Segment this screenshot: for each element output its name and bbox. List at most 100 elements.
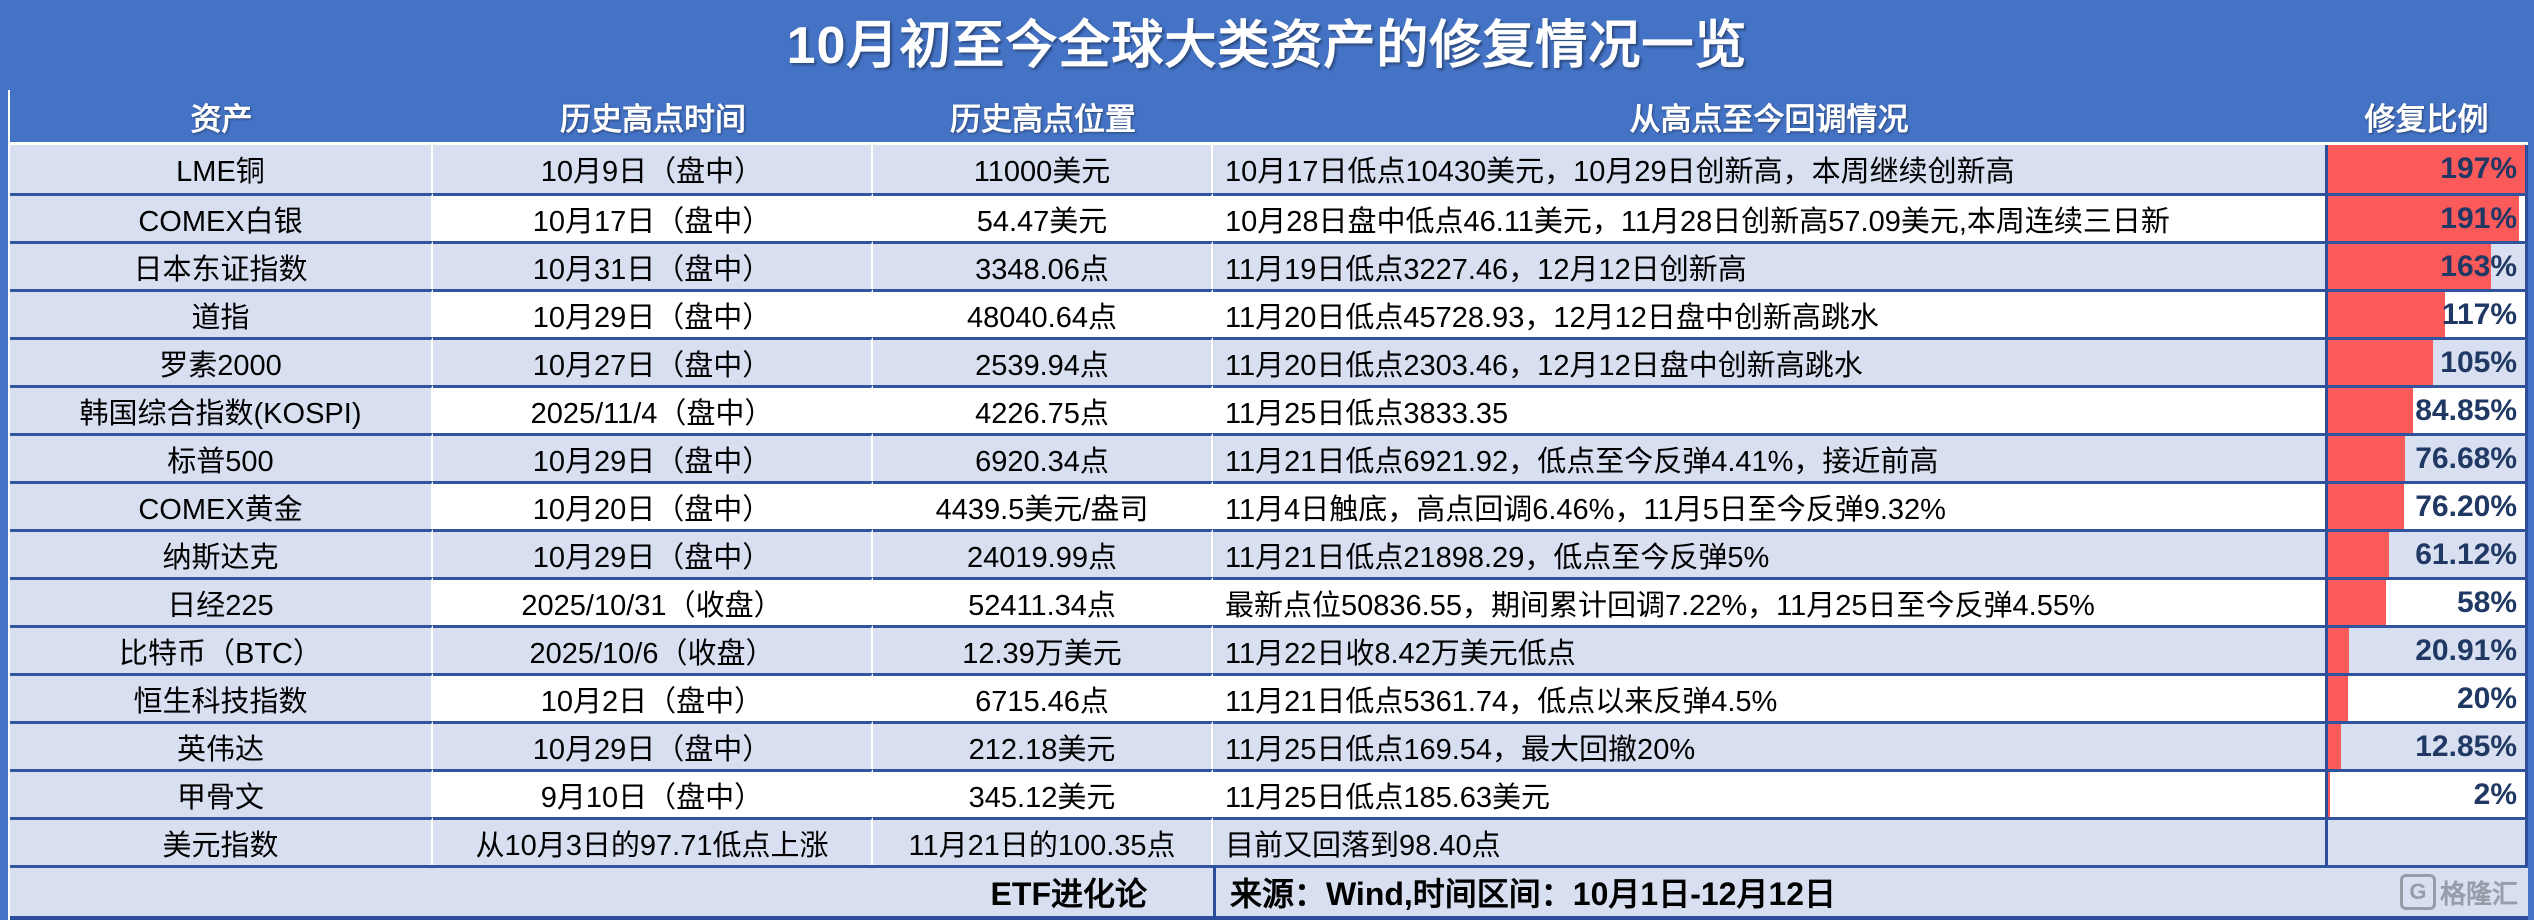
asset-name-cell: 道指 bbox=[10, 289, 433, 337]
recovery-cell: 84.85% bbox=[2325, 385, 2528, 433]
pullback-cell: 11月21日低点6921.92，低点至今反弹4.41%，接近前高 bbox=[1213, 433, 2325, 481]
recovery-cell: 105% bbox=[2325, 337, 2528, 385]
recovery-data-bar bbox=[2328, 292, 2445, 337]
high-time-cell: 2025/11/4（盘中） bbox=[433, 385, 873, 433]
recovery-cell: 20.91% bbox=[2325, 625, 2528, 673]
recovery-data-bar bbox=[2328, 244, 2491, 289]
high-time-cell: 10月31日（盘中） bbox=[433, 241, 873, 289]
high-level-cell: 345.12美元 bbox=[873, 769, 1213, 817]
asset-name-cell: LME铜 bbox=[10, 145, 433, 193]
recovery-data-bar bbox=[2328, 532, 2390, 577]
table-row: COMEX黄金 10月20日（盘中） 4439.5美元/盎司 11月4日触底，高点回调… bbox=[10, 481, 2528, 529]
recovery-data-bar bbox=[2328, 436, 2405, 481]
table-row: 日经225 2025/10/31（收盘） 52411.34点 最新点位50836.55… bbox=[10, 577, 2528, 625]
recovery-percent-label: 20% bbox=[2456, 681, 2517, 715]
recovery-percent-label: 197% bbox=[2440, 152, 2517, 185]
high-time-cell: 10月29日（盘中） bbox=[433, 529, 873, 577]
pullback-cell: 目前又回落到98.40点 bbox=[1213, 817, 2325, 865]
recovery-data-bar bbox=[2328, 145, 2525, 193]
recovery-cell: 163% bbox=[2325, 241, 2528, 289]
pullback-cell: 11月4日触底，高点回调6.46%，11月5日至今反弹9.32% bbox=[1213, 481, 2325, 529]
high-time-cell: 从10月3日的97.71低点上涨 bbox=[433, 817, 873, 865]
watermark-logo-icon: G bbox=[2399, 874, 2436, 910]
recovery-cell: 2% bbox=[2325, 769, 2528, 817]
recovery-data-bar bbox=[2328, 724, 2341, 769]
table-row: 罗素2000 10月27日（盘中） 2539.94点 11月20日低点2303.46，… bbox=[10, 337, 2528, 385]
high-time-cell: 10月2日（盘中） bbox=[433, 673, 873, 721]
high-time-cell: 10月29日（盘中） bbox=[433, 289, 873, 337]
column-header-asset: 资产 bbox=[10, 90, 433, 145]
recovery-percent-label: 2% bbox=[2473, 777, 2517, 811]
asset-name-cell: 日经225 bbox=[10, 577, 433, 625]
recovery-cell: 76.20% bbox=[2325, 481, 2528, 529]
watermark: G 格隆汇 bbox=[2325, 868, 2528, 916]
table-row: 道指 10月29日（盘中） 48040.64点 11月20日低点45728.93，12… bbox=[10, 289, 2528, 337]
high-time-cell: 10月9日（盘中） bbox=[433, 145, 873, 193]
recovery-data-bar bbox=[2328, 772, 2330, 817]
high-level-cell: 3348.06点 bbox=[873, 241, 1213, 289]
high-time-cell: 2025/10/31（收盘） bbox=[433, 577, 873, 625]
asset-name-cell: 日本东证指数 bbox=[10, 241, 433, 289]
table-row: LME铜 10月9日（盘中） 11000美元 10月17日低点10430美元，10月2… bbox=[10, 145, 2528, 193]
pullback-cell: 11月20日低点45728.93，12月12日盘中创新高跳水 bbox=[1213, 289, 2325, 337]
table-row: 比特币（BTC） 2025/10/6（收盘） 12.39万美元 11月22日收8.42… bbox=[10, 625, 2528, 673]
recovery-percent-label: 163% bbox=[2440, 249, 2517, 283]
asset-name-cell: 比特币（BTC） bbox=[10, 625, 433, 673]
recovery-cell: 191% bbox=[2325, 193, 2528, 241]
high-level-cell: 12.39万美元 bbox=[873, 625, 1213, 673]
recovery-data-bar bbox=[2328, 388, 2413, 433]
table-row: 韩国综合指数(KOSPI) 2025/11/4（盘中） 4226.75点 11月25日… bbox=[10, 385, 2528, 433]
high-level-cell: 52411.34点 bbox=[873, 577, 1213, 625]
high-level-cell: 24019.99点 bbox=[873, 529, 1213, 577]
high-level-cell: 6920.34点 bbox=[873, 433, 1213, 481]
high-level-cell: 54.47美元 bbox=[873, 193, 1213, 241]
asset-name-cell: 美元指数 bbox=[10, 817, 433, 865]
recovery-percent-label: 76.68% bbox=[2415, 441, 2517, 475]
pullback-cell: 11月25日低点169.54，最大回撤20% bbox=[1213, 721, 2325, 769]
pullback-cell: 11月20日低点2303.46，12月12日盘中创新高跳水 bbox=[1213, 337, 2325, 385]
column-header-pullback: 从高点至今回调情况 bbox=[1213, 90, 2325, 145]
asset-name-cell: COMEX白银 bbox=[10, 193, 433, 241]
table-header-row: 资产 历史高点时间 历史高点位置 从高点至今回调情况 修复比例 bbox=[10, 90, 2528, 145]
recovery-data-bar bbox=[2328, 196, 2519, 241]
high-level-cell: 48040.64点 bbox=[873, 289, 1213, 337]
recovery-data-bar bbox=[2328, 340, 2433, 385]
recovery-percent-label: 12.85% bbox=[2415, 729, 2517, 763]
recovery-cell: 58% bbox=[2325, 577, 2528, 625]
recovery-percent-label: 84.85% bbox=[2415, 393, 2517, 427]
table-row: 甲骨文 9月10日（盘中） 345.12美元 11月25日低点185.63美元 2% bbox=[10, 769, 2528, 817]
column-header-recovery: 修复比例 bbox=[2325, 90, 2528, 145]
high-level-cell: 11000美元 bbox=[873, 145, 1213, 193]
pullback-cell: 11月19日低点3227.46，12月12日创新高 bbox=[1213, 241, 2325, 289]
pullback-cell: 11月21日低点21898.29，低点至今反弹5% bbox=[1213, 529, 2325, 577]
pullback-cell: 10月28日盘中低点46.11美元，11月28日创新高57.09美元,本周连续三… bbox=[1213, 193, 2325, 241]
table-row: 恒生科技指数 10月2日（盘中） 6715.46点 11月21日低点5361.74，低… bbox=[10, 673, 2528, 721]
recovery-cell bbox=[2325, 817, 2528, 865]
table-footer: ETF进化论 来源：Wind,时间区间：10月1日-12月12日 G 格隆汇 bbox=[10, 865, 2528, 920]
column-header-high-level: 历史高点位置 bbox=[873, 90, 1213, 145]
recovery-percent-label: 76.20% bbox=[2415, 489, 2517, 523]
asset-name-cell: 纳斯达克 bbox=[10, 529, 433, 577]
recovery-cell: 197% bbox=[2325, 145, 2528, 193]
recovery-cell: 20% bbox=[2325, 673, 2528, 721]
high-time-cell: 9月10日（盘中） bbox=[433, 769, 873, 817]
recovery-cell: 117% bbox=[2325, 289, 2528, 337]
table-row: 美元指数 从10月3日的97.71低点上涨 11月21日的100.35点 目前又回落到… bbox=[10, 817, 2528, 865]
watermark-text: 格隆汇 bbox=[2439, 878, 2518, 909]
recovery-data-bar bbox=[2328, 628, 2349, 673]
asset-name-cell: 恒生科技指数 bbox=[10, 673, 433, 721]
pullback-cell: 最新点位50836.55，期间累计回调7.22%，11月25日至今反弹4.55% bbox=[1213, 577, 2325, 625]
pullback-cell: 11月22日收8.42万美元低点 bbox=[1213, 625, 2325, 673]
recovery-data-bar bbox=[2328, 580, 2386, 625]
pullback-cell: 10月17日低点10430美元，10月29日创新高，本周继续创新高 bbox=[1213, 145, 2325, 193]
table-row: COMEX白银 10月17日（盘中） 54.47美元 10月28日盘中低点46.11美… bbox=[10, 193, 2528, 241]
recovery-percent-label: 58% bbox=[2456, 585, 2517, 619]
high-level-cell: 11月21日的100.35点 bbox=[873, 817, 1213, 865]
recovery-cell: 61.12% bbox=[2325, 529, 2528, 577]
high-level-cell: 212.18美元 bbox=[873, 721, 1213, 769]
high-level-cell: 4439.5美元/盎司 bbox=[873, 481, 1213, 529]
source-label: 来源：Wind,时间区间：10月1日-12月12日 bbox=[1213, 868, 2325, 916]
recovery-percent-label: 20.91% bbox=[2415, 633, 2517, 667]
assets-recovery-table: 资产 历史高点时间 历史高点位置 从高点至今回调情况 修复比例 LME铜 10月9… bbox=[8, 90, 2528, 920]
